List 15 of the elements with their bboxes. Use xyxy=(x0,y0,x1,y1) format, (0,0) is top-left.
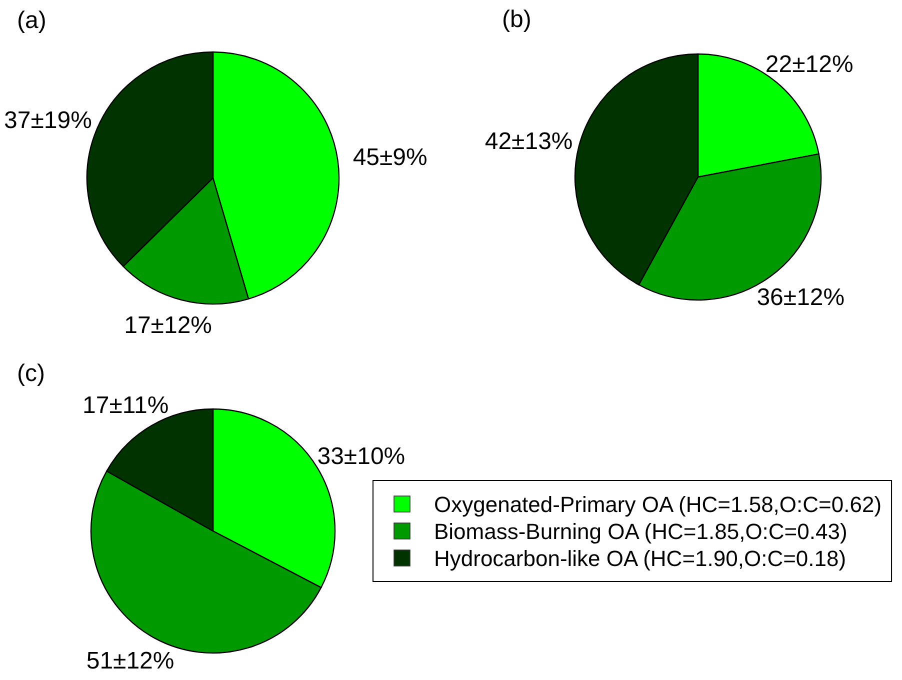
data-label: 17±12% xyxy=(124,312,212,339)
data-label: 42±13% xyxy=(484,128,573,155)
data-label: 37±19% xyxy=(4,107,92,134)
legend-label: Biomass-Burning OA (HC=1.85,O:C=0.43) xyxy=(434,518,848,544)
legend-label: Oxygenated-Primary OA (HC=1.58,O:C=0.62) xyxy=(434,492,882,517)
chart-title: (c) xyxy=(17,360,45,387)
data-label: 36±12% xyxy=(756,284,845,312)
data-label: 51±12% xyxy=(86,647,174,674)
data-label: 45±9% xyxy=(352,144,428,172)
data-label: 22±12% xyxy=(765,50,854,78)
chart-title: (a) xyxy=(17,7,46,34)
data-label: 17±11% xyxy=(82,392,169,420)
legend-label: Hydrocarbon-like OA (HC=1.90,O:C=0.18) xyxy=(434,546,846,571)
data-label: 33±10% xyxy=(317,442,406,470)
chart-title: (b) xyxy=(502,6,532,33)
